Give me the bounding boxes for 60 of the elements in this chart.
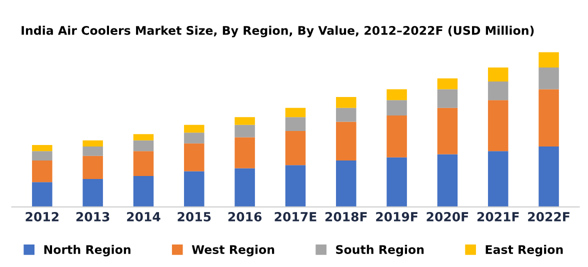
bar: [437, 78, 458, 90]
bar: [538, 68, 559, 90]
legend-label: South Region: [336, 244, 424, 256]
bar: [488, 81, 508, 100]
bar: [82, 140, 103, 147]
bar: [336, 96, 356, 108]
bar: [32, 151, 52, 160]
bar: [336, 160, 356, 207]
bar: [285, 165, 306, 207]
x-tick-label: 2015: [178, 212, 211, 222]
bar: [488, 151, 508, 207]
bar: [437, 89, 458, 108]
legend-label: North Region: [44, 244, 130, 256]
bar: [184, 132, 204, 144]
bar: [386, 116, 407, 158]
bar: [488, 100, 508, 152]
x-tick-label: 2012: [26, 212, 58, 222]
x-tick-label: 2018F: [325, 212, 367, 222]
x-tick-label: 2020F: [426, 212, 468, 222]
x-tick-label: 2014: [127, 212, 160, 222]
bar: [538, 146, 559, 207]
bar: [285, 108, 306, 118]
bar: [82, 156, 103, 180]
bar: [234, 124, 255, 138]
x-tick-label: 2017E: [274, 212, 316, 222]
bar: [32, 182, 52, 207]
x-tick-label: 2013: [76, 212, 110, 222]
bar: [538, 52, 559, 68]
bar: [234, 137, 255, 168]
bar: [437, 108, 458, 154]
bar: [133, 140, 154, 152]
bar: [234, 117, 255, 125]
bar: [133, 151, 154, 176]
chart-title: India Air Coolers Market Size, By Region, By Value, 2012–2022F (USD Million): [22, 26, 534, 38]
bar: [133, 176, 154, 207]
bar: [336, 122, 356, 160]
bar: [386, 89, 407, 100]
x-tick-label: 2016: [228, 212, 262, 222]
bar: [538, 89, 559, 147]
x-tick-label: 2019F: [376, 212, 418, 222]
x-tick-label: 2021F: [477, 212, 519, 222]
bar: [184, 124, 204, 133]
bar: [184, 143, 204, 172]
bar: [234, 168, 255, 207]
bar: [82, 146, 103, 156]
bar: [285, 117, 306, 132]
bar: [437, 154, 458, 207]
legend-label: East Region: [486, 244, 563, 256]
bar: [32, 144, 52, 152]
bar: [386, 157, 407, 207]
bar: [386, 100, 407, 116]
bar: [336, 108, 356, 122]
x-tick-label: 2022F: [528, 212, 570, 222]
bar: [184, 171, 204, 207]
legend-label: West Region: [192, 244, 274, 256]
bar: [32, 160, 52, 182]
bar: [488, 68, 508, 82]
bar: [82, 179, 103, 207]
bar: [133, 134, 154, 140]
bar: [285, 131, 306, 166]
